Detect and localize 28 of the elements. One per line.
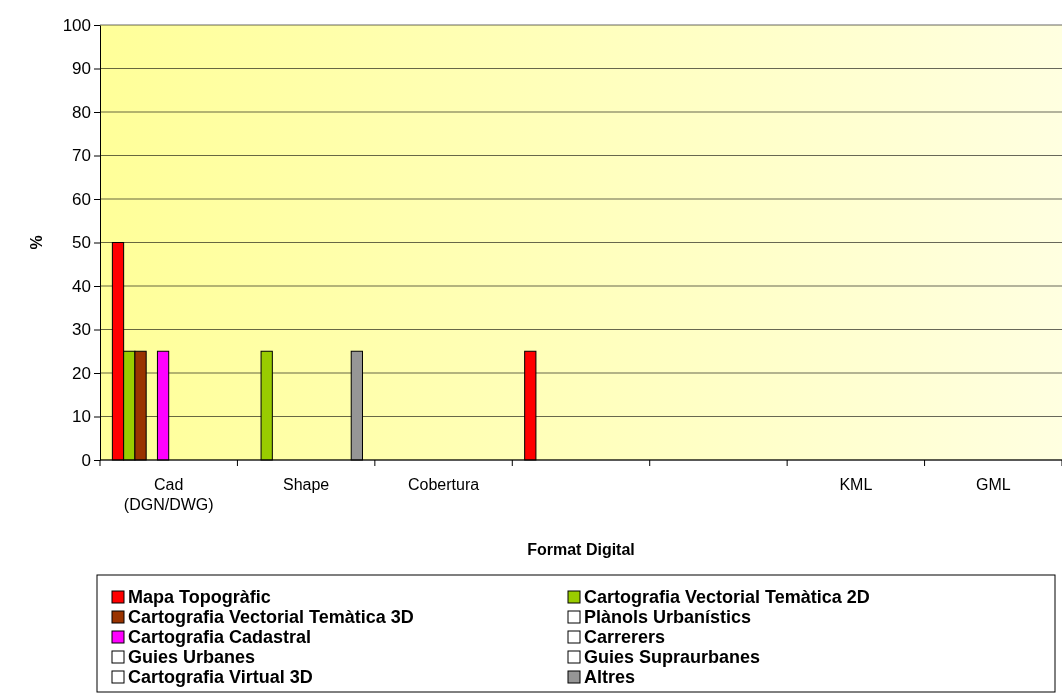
y-tick-label: 20: [72, 363, 91, 383]
x-tick-label: Shape: [283, 476, 330, 493]
y-tick-label: 0: [81, 450, 91, 470]
y-tick-label: 30: [72, 320, 91, 340]
legend-label: Carrerers: [584, 627, 666, 647]
legend-label: Mapa Topogràfic: [128, 587, 271, 607]
x-axis-title: Format Digital: [527, 541, 635, 558]
y-tick-label: 100: [62, 15, 91, 35]
y-tick-label: 10: [72, 407, 91, 427]
y-tick-label: 50: [72, 233, 91, 253]
legend-label: Cartografia Vectorial Temàtica 3D: [128, 607, 414, 627]
legend-label: Plànols Urbanístics: [584, 607, 752, 627]
y-tick-label: 70: [72, 146, 91, 166]
y-tick-label: 40: [72, 276, 91, 296]
x-tick-label: Cobertura: [407, 476, 480, 493]
legend-label: Cartografia Vectorial Temàtica 2D: [584, 587, 870, 607]
legend-label: Guies Supraurbanes: [584, 647, 761, 667]
y-tick-label: 90: [72, 59, 91, 79]
legend-label: Cartografia Virtual 3D: [128, 667, 313, 687]
y-tick-label: 60: [72, 189, 91, 209]
y-axis-title: %: [28, 235, 45, 250]
legend-label: Altres: [584, 667, 636, 687]
x-tick-label: GML: [975, 476, 1011, 493]
x-tick-label: Cad (DGN/DWG): [123, 476, 214, 513]
x-tick-label: KML: [839, 476, 873, 493]
legend-label: Guies Urbanes: [128, 647, 256, 667]
y-tick-label: 80: [72, 102, 91, 122]
legend-label: Cartografia Cadastral: [128, 627, 312, 647]
